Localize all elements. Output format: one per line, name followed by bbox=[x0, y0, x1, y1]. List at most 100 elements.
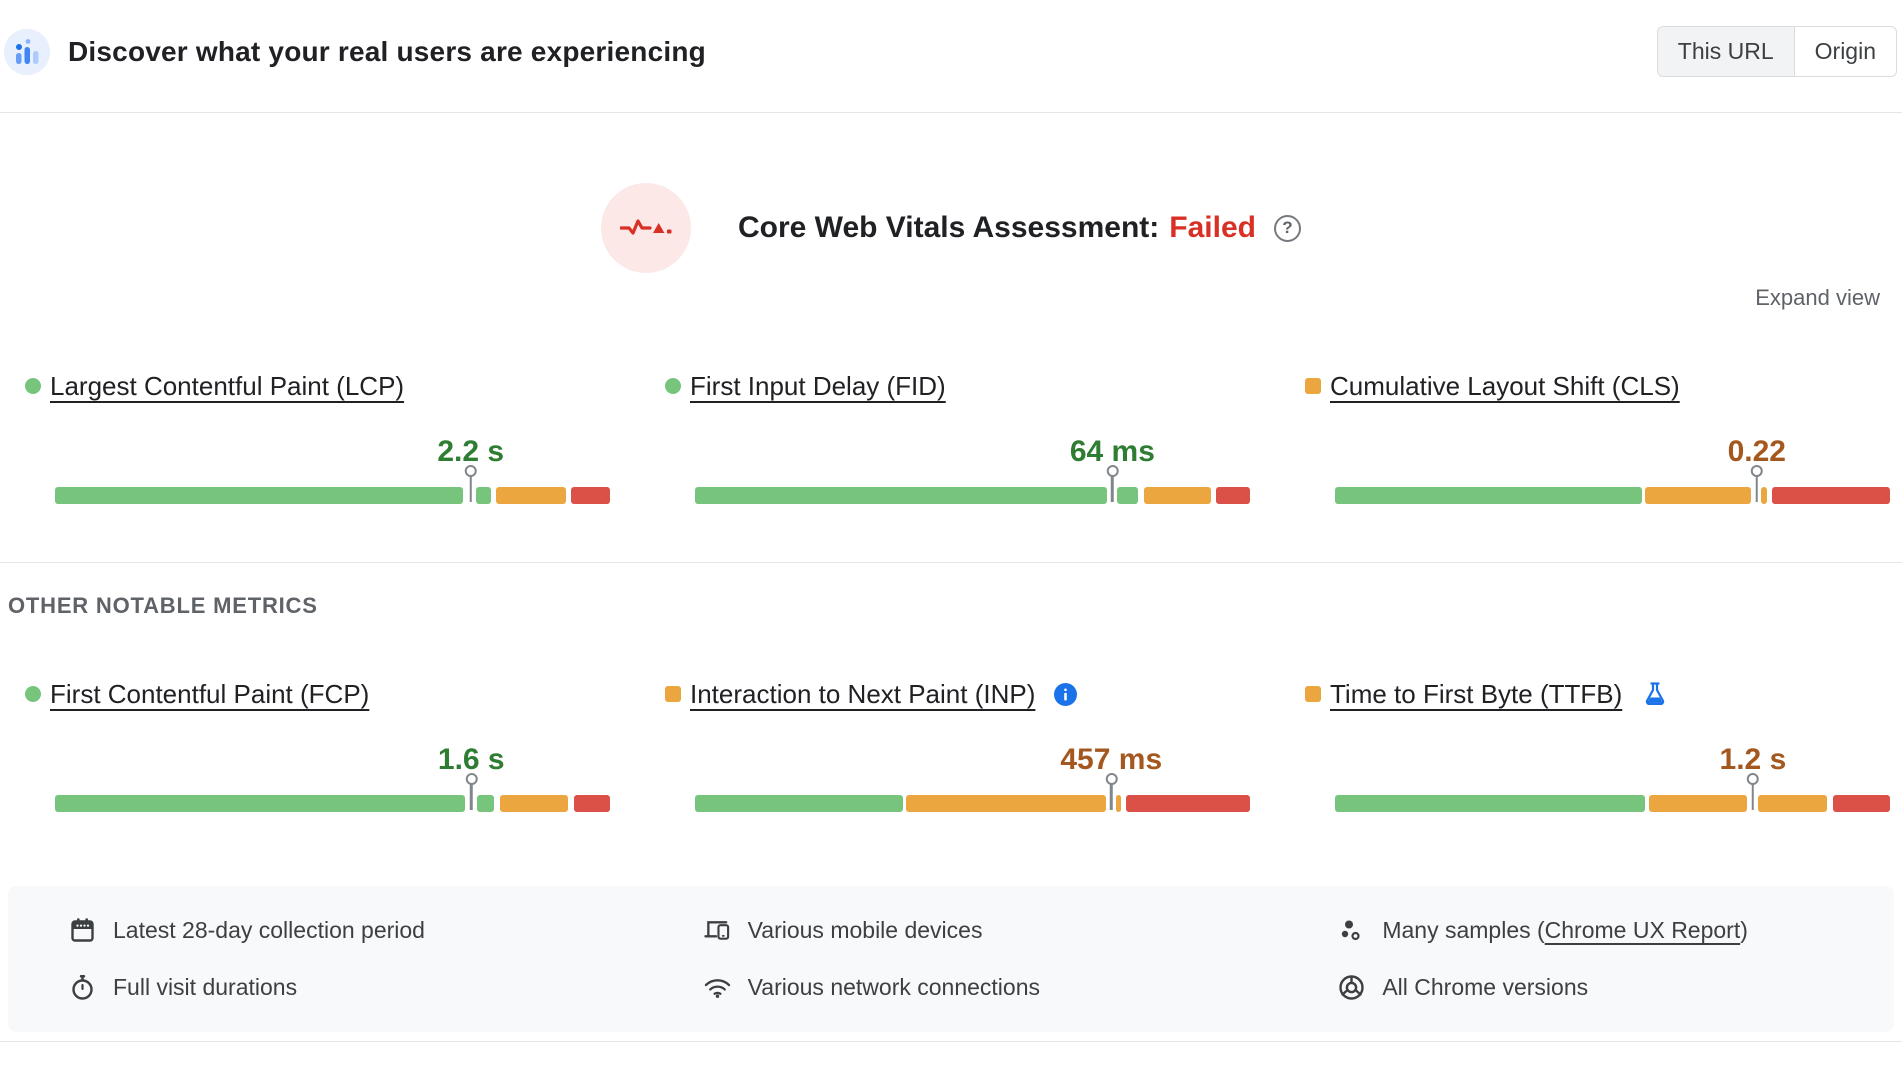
assessment-status: Failed bbox=[1169, 211, 1256, 244]
gauge-segment-orange bbox=[1761, 487, 1768, 504]
devices-icon bbox=[703, 917, 731, 944]
section-divider bbox=[0, 562, 1902, 563]
samples-label: Many samples (Chrome UX Report) bbox=[1382, 917, 1748, 943]
devices-item: Various mobile devices bbox=[703, 914, 1248, 947]
experimental-flask-icon[interactable] bbox=[1643, 681, 1667, 707]
visit-durations-label: Full visit durations bbox=[113, 974, 298, 1000]
metric-value: 64 ms bbox=[1069, 435, 1155, 468]
toggle-this-url[interactable]: This URL bbox=[1657, 27, 1795, 76]
assessment-title: Core Web Vitals Assessment: Failed ? bbox=[738, 211, 1301, 245]
bottom-divider bbox=[0, 1041, 1902, 1042]
assessment-label: Core Web Vitals Assessment: bbox=[738, 211, 1160, 244]
metric-link-fid[interactable]: First Input Delay (FID) bbox=[690, 370, 946, 401]
other-metrics-heading: OTHER NOTABLE METRICS bbox=[8, 593, 318, 618]
network-icon bbox=[704, 974, 731, 1001]
expand-view-link[interactable]: Expand view bbox=[1755, 285, 1880, 310]
gauge-segment-green bbox=[1117, 487, 1139, 504]
distribution-bar bbox=[695, 773, 1250, 812]
gauge-segment-green bbox=[1335, 795, 1645, 812]
distribution-bar bbox=[1335, 773, 1890, 812]
gauge-segment-red bbox=[570, 487, 610, 504]
p75-marker-head bbox=[1105, 773, 1118, 785]
p75-marker bbox=[1105, 773, 1118, 810]
p75-marker bbox=[1746, 773, 1759, 810]
metric-value: 0.22 bbox=[1727, 435, 1786, 468]
network-label: Various network connections bbox=[747, 974, 1040, 1000]
metric-lcp: Largest Contentful Paint (LCP) 2.2 s bbox=[25, 369, 610, 504]
metric-link-fcp[interactable]: First Contentful Paint (FCP) bbox=[50, 678, 370, 709]
metric-link-inp[interactable]: Interaction to Next Paint (INP) bbox=[690, 678, 1036, 709]
gauge-segment-orange bbox=[1648, 795, 1747, 812]
gauge-segment-red bbox=[1833, 795, 1890, 812]
rating-bullet-icon bbox=[665, 686, 681, 702]
chrome-versions-item: All Chrome versions bbox=[1338, 971, 1882, 1004]
collection-period-label: Latest 28-day collection period bbox=[113, 917, 425, 943]
p75-marker-head bbox=[464, 465, 477, 477]
gauge-segment-green bbox=[55, 487, 464, 504]
cwv-assessment: Core Web Vitals Assessment: Failed ? bbox=[0, 183, 1902, 273]
metric-value: 1.2 s bbox=[1719, 743, 1787, 776]
metric-cls: Cumulative Layout Shift (CLS) 0.22 bbox=[1305, 369, 1890, 504]
metric-value: 457 ms bbox=[1060, 743, 1163, 776]
p75-marker-head bbox=[465, 773, 478, 785]
gauge-segment-green bbox=[1335, 487, 1643, 504]
toggle-origin[interactable]: Origin bbox=[1814, 38, 1876, 64]
metric-fcp: First Contentful Paint (FCP) 1.6 s bbox=[25, 677, 610, 812]
p75-marker bbox=[465, 773, 478, 810]
metric-fid: First Input Delay (FID) 64 ms bbox=[665, 369, 1250, 504]
metric-value: 2.2 s bbox=[437, 435, 505, 468]
distribution-bar bbox=[55, 773, 610, 812]
rating-bullet-icon bbox=[665, 378, 681, 394]
gauge-segment-orange bbox=[906, 795, 1106, 812]
metric-value: 1.6 s bbox=[437, 743, 505, 776]
gauge-segment-red bbox=[574, 795, 610, 812]
gauge-segment-orange bbox=[1143, 487, 1212, 504]
assessment-failed-icon bbox=[601, 183, 691, 273]
p75-marker bbox=[1750, 465, 1763, 502]
gauge-segment-red bbox=[1216, 487, 1250, 504]
metric-link-cls[interactable]: Cumulative Layout Shift (CLS) bbox=[1330, 370, 1680, 401]
collection-info-panel: Latest 28-day collection period Full vis… bbox=[8, 886, 1894, 1032]
gauge-segment-green bbox=[55, 795, 466, 812]
p75-marker bbox=[1106, 465, 1119, 502]
rating-bullet-icon bbox=[25, 686, 41, 702]
gauge-segment-orange bbox=[1645, 487, 1752, 504]
chrome-icon bbox=[1338, 974, 1365, 1001]
gauge-segment-orange bbox=[1757, 795, 1828, 812]
metric-link-lcp[interactable]: Largest Contentful Paint (LCP) bbox=[50, 370, 405, 401]
gauge-segment-green bbox=[695, 487, 1108, 504]
gauge-segment-orange bbox=[1115, 795, 1122, 812]
metric-link-ttfb[interactable]: Time to First Byte (TTFB) bbox=[1330, 678, 1623, 709]
gauge-segment-green bbox=[695, 795, 904, 812]
samples-icon bbox=[1338, 917, 1365, 944]
panel-title: Discover what your real users are experi… bbox=[68, 36, 706, 67]
panel-header: Discover what your real users are experi… bbox=[0, 0, 1902, 113]
network-item: Various network connections bbox=[704, 971, 1248, 1004]
distribution-bar bbox=[55, 465, 610, 504]
gauge-segment-orange bbox=[499, 795, 569, 812]
distribution-bar bbox=[1335, 465, 1890, 504]
p75-marker-head bbox=[1746, 773, 1759, 785]
p75-marker-head bbox=[1750, 465, 1763, 477]
scope-toggle: This URL Origin bbox=[1656, 26, 1897, 77]
collection-period-item: Latest 28-day collection period bbox=[69, 914, 613, 947]
p75-marker bbox=[464, 465, 477, 502]
other-metrics-grid: First Contentful Paint (FCP) 1.6 s Inter… bbox=[0, 677, 1902, 812]
visit-durations-item: Full visit durations bbox=[69, 971, 613, 1004]
rating-bullet-icon bbox=[1305, 686, 1321, 702]
samples-item: Many samples (Chrome UX Report) bbox=[1338, 914, 1882, 947]
metric-inp: Interaction to Next Paint (INP) 457 ms bbox=[665, 677, 1250, 812]
gauge-segment-red bbox=[1772, 487, 1890, 504]
info-icon[interactable] bbox=[1054, 682, 1078, 706]
field-users-icon bbox=[4, 29, 50, 75]
rating-bullet-icon bbox=[1305, 378, 1321, 394]
core-metrics-grid: Largest Contentful Paint (LCP) 2.2 s Fir… bbox=[0, 369, 1902, 504]
expand-row: Expand view bbox=[0, 285, 1902, 311]
help-icon[interactable]: ? bbox=[1273, 214, 1301, 242]
chrome-versions-label: All Chrome versions bbox=[1382, 974, 1589, 1000]
gauge-segment-green bbox=[476, 487, 492, 504]
p75-marker-head bbox=[1106, 465, 1119, 477]
crux-report-link[interactable]: Chrome UX Report bbox=[1544, 917, 1741, 943]
stopwatch-icon bbox=[69, 974, 96, 1001]
